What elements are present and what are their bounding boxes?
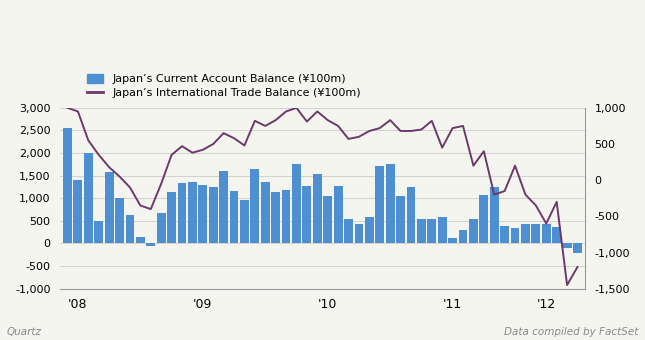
Bar	[84, 153, 93, 243]
Bar	[272, 192, 280, 243]
Bar	[250, 169, 259, 243]
Bar	[417, 219, 426, 243]
Bar	[479, 195, 488, 243]
Bar	[177, 183, 186, 243]
Bar	[375, 166, 384, 243]
Bar	[531, 224, 541, 243]
Bar	[74, 180, 83, 243]
Bar	[230, 191, 239, 243]
Bar	[396, 197, 405, 243]
Bar	[448, 238, 457, 243]
Bar	[63, 128, 72, 243]
Bar	[282, 190, 290, 243]
Bar	[292, 164, 301, 243]
Bar	[199, 185, 207, 243]
Bar	[167, 192, 176, 243]
Legend: Japan’s Current Account Balance (¥100m), Japan’s International Trade Balance (¥1: Japan’s Current Account Balance (¥100m),…	[87, 74, 361, 98]
Bar	[303, 186, 312, 243]
Bar	[219, 171, 228, 243]
Bar	[313, 174, 322, 243]
Bar	[438, 217, 446, 243]
Bar	[157, 213, 166, 243]
Bar	[136, 237, 144, 243]
Bar	[428, 219, 436, 243]
Text: Quartz: Quartz	[6, 327, 41, 337]
Bar	[323, 196, 332, 243]
Bar	[490, 187, 499, 243]
Bar	[344, 219, 353, 243]
Bar	[126, 215, 134, 243]
Bar	[552, 227, 561, 243]
Bar	[146, 243, 155, 246]
Bar	[459, 231, 468, 243]
Bar	[261, 183, 270, 243]
Text: Data compiled by FactSet: Data compiled by FactSet	[504, 327, 639, 337]
Bar	[240, 200, 249, 243]
Bar	[188, 183, 197, 243]
Bar	[542, 224, 551, 243]
Bar	[115, 198, 124, 243]
Bar	[94, 221, 103, 243]
Bar	[469, 219, 478, 243]
Bar	[209, 187, 217, 243]
Bar	[406, 187, 415, 243]
Bar	[386, 164, 395, 243]
Bar	[355, 224, 363, 243]
Bar	[333, 186, 342, 243]
Bar	[365, 217, 373, 243]
Bar	[573, 243, 582, 253]
Bar	[562, 243, 571, 248]
Bar	[511, 228, 519, 243]
Bar	[521, 224, 530, 243]
Bar	[104, 172, 114, 243]
Bar	[501, 226, 509, 243]
